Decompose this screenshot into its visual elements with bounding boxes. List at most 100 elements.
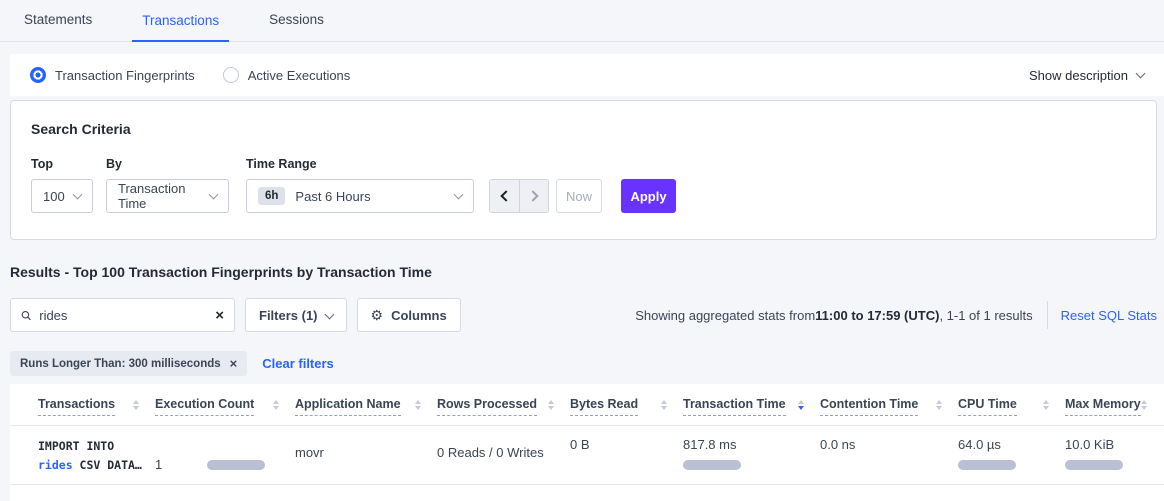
now-button[interactable]: Now xyxy=(556,179,602,213)
top-field: Top 100 xyxy=(31,157,93,213)
table-row: IMPORT INTO rides CSV DATA… 1 movr 0 Rea… xyxy=(10,426,1164,485)
by-select[interactable]: Transaction Time xyxy=(106,179,229,213)
sort-icon-active-desc[interactable] xyxy=(798,400,804,410)
filter-pill[interactable]: Runs Longer Than: 300 milliseconds × xyxy=(10,351,248,376)
sort-icon[interactable] xyxy=(548,400,554,410)
chevron-down-icon xyxy=(324,309,334,319)
prev-time-window-button[interactable] xyxy=(490,180,519,212)
column-label[interactable]: CPU Time xyxy=(958,397,1017,416)
by-select-value: Transaction Time xyxy=(118,181,186,211)
column-header-cpu-time[interactable]: CPU Time xyxy=(958,397,1065,425)
sort-icon[interactable] xyxy=(133,400,139,410)
sort-icon[interactable] xyxy=(1043,400,1049,410)
column-label[interactable]: Application Name xyxy=(295,397,401,416)
execution-count-value: 1 xyxy=(155,457,163,472)
by-field: By Transaction Time xyxy=(106,157,229,213)
sql-activity-tabs: Statements Transactions Sessions xyxy=(0,0,1164,42)
column-label[interactable]: Execution Count xyxy=(155,397,255,416)
clear-search-icon[interactable]: × xyxy=(215,306,224,324)
column-label[interactable]: Max Memory xyxy=(1065,397,1141,416)
search-input[interactable] xyxy=(39,307,216,323)
stats-prefix: Showing aggregated stats from xyxy=(635,307,816,323)
top-select[interactable]: 100 xyxy=(31,179,93,213)
time-window-arrows xyxy=(489,179,549,213)
fingerprint-line1: IMPORT INTO xyxy=(38,439,115,453)
radio-label: Active Executions xyxy=(247,67,351,83)
search-icon xyxy=(21,310,31,320)
reset-sql-stats-link[interactable]: Reset SQL Stats xyxy=(1060,307,1157,323)
results-controls-row: × Filters (1) ⚙ Columns Showing aggregat… xyxy=(10,298,1157,332)
next-time-window-button[interactable] xyxy=(519,180,548,212)
contention-time-cell: 0.0 ns xyxy=(820,437,856,452)
vertical-divider xyxy=(1046,301,1048,329)
filters-button[interactable]: Filters (1) xyxy=(245,298,347,332)
time-range-select[interactable]: 6h Past 6 Hours xyxy=(246,179,474,213)
sort-icon[interactable] xyxy=(936,400,942,410)
fingerprint-line2: rides CSV DATA… xyxy=(38,456,155,475)
sort-icon[interactable] xyxy=(1140,400,1147,410)
sort-icon[interactable] xyxy=(415,400,421,410)
table-header-row: Transactions Execution Count Application… xyxy=(10,384,1164,426)
tab-transactions[interactable]: Transactions xyxy=(132,13,230,42)
max-memory-bar xyxy=(1065,460,1123,470)
time-range-badge: 6h xyxy=(258,187,286,205)
cpu-time-cell: 64.0 µs xyxy=(958,426,1065,484)
clear-filters-link[interactable]: Clear filters xyxy=(262,356,334,371)
column-header-contention-time[interactable]: Contention Time xyxy=(820,397,958,425)
column-label[interactable]: Rows Processed xyxy=(437,397,538,416)
show-description-toggle[interactable]: Show description xyxy=(1029,67,1146,83)
search-box[interactable]: × xyxy=(10,298,235,332)
radio-active-executions[interactable]: Active Executions xyxy=(222,67,351,83)
radio-selected-icon xyxy=(30,67,46,83)
column-header-execution-count[interactable]: Execution Count xyxy=(155,397,295,425)
column-header-transactions[interactable]: Transactions xyxy=(38,397,155,425)
by-label: By xyxy=(106,157,122,171)
chevron-left-icon xyxy=(500,190,512,202)
chevron-down-icon xyxy=(208,189,219,199)
transaction-fingerprint-link[interactable]: IMPORT INTO rides CSV DATA… xyxy=(38,426,155,484)
column-header-transaction-time[interactable]: Transaction Time xyxy=(683,397,820,425)
column-header-rows-processed[interactable]: Rows Processed xyxy=(437,397,570,425)
execution-count-bar xyxy=(207,459,266,470)
column-header-application-name[interactable]: Application Name xyxy=(295,397,437,425)
stats-range: 11:00 to 17:59 (UTC) xyxy=(815,307,940,323)
time-range-value: Past 6 Hours xyxy=(295,188,371,204)
search-criteria-title: Search Criteria xyxy=(31,121,131,137)
sort-icon[interactable] xyxy=(273,400,279,410)
cpu-time-value: 64.0 µs xyxy=(958,437,1001,452)
top-select-value: 100 xyxy=(43,188,65,204)
fingerprint-line2-rest: CSV DATA… xyxy=(72,458,142,472)
transaction-time-value: 817.8 ms xyxy=(683,437,737,452)
application-name-cell: movr xyxy=(295,445,324,460)
columns-button[interactable]: ⚙ Columns xyxy=(356,298,461,332)
time-range-label: Time Range xyxy=(246,157,317,171)
column-header-max-memory[interactable]: Max Memory xyxy=(1065,397,1160,425)
transaction-time-bar xyxy=(683,460,741,470)
column-header-bytes-read[interactable]: Bytes Read xyxy=(570,397,683,425)
results-title: Results - Top 100 Transaction Fingerprin… xyxy=(10,264,432,280)
chevron-down-icon xyxy=(453,189,464,199)
column-label[interactable]: Bytes Read xyxy=(570,397,639,416)
chevron-down-icon xyxy=(1135,68,1146,78)
columns-label: Columns xyxy=(391,307,447,323)
fingerprint-table-name: rides xyxy=(38,458,73,472)
column-label[interactable]: Contention Time xyxy=(820,397,919,416)
stats-suffix: , 1-1 of 1 results xyxy=(939,307,1033,323)
column-label[interactable]: Transactions xyxy=(38,397,116,416)
cpu-time-bar xyxy=(958,460,1016,470)
gear-icon: ⚙ xyxy=(370,306,384,323)
radio-transaction-fingerprints[interactable]: Transaction Fingerprints xyxy=(30,67,195,83)
column-label[interactable]: Transaction Time xyxy=(683,397,786,416)
tab-sessions[interactable]: Sessions xyxy=(269,12,324,27)
transaction-time-cell: 817.8 ms xyxy=(683,426,820,484)
filter-pill-label: Runs Longer Than: 300 milliseconds xyxy=(20,357,221,370)
view-mode-row: Transaction Fingerprints Active Executio… xyxy=(10,54,1164,96)
apply-button[interactable]: Apply xyxy=(621,179,676,213)
sort-icon[interactable] xyxy=(661,400,667,410)
execution-count-cell: 1 xyxy=(155,426,295,484)
tab-statements[interactable]: Statements xyxy=(24,12,93,27)
show-description-label: Show description xyxy=(1029,67,1128,83)
chevron-right-icon xyxy=(526,190,539,202)
radio-label: Transaction Fingerprints xyxy=(55,67,195,83)
remove-filter-icon[interactable]: × xyxy=(229,356,238,371)
